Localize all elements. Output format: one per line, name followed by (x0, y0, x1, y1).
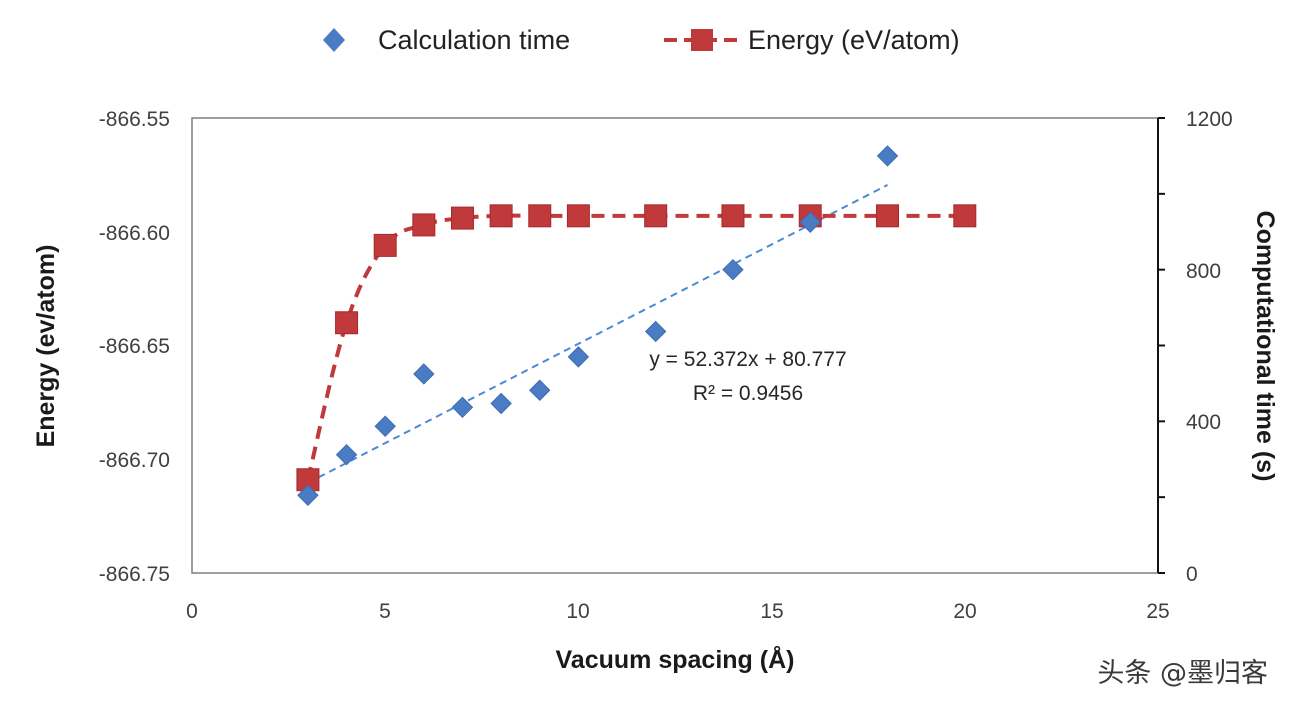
calculation-time-point (876, 145, 899, 167)
x-tick-label: 0 (186, 600, 198, 623)
legend-square-marker (691, 29, 713, 51)
plot-area (191, 117, 1159, 574)
x-tick-label: 25 (1146, 600, 1169, 623)
calculation-time-point (529, 379, 551, 401)
legend-label-calculation-time: Calculation time (378, 25, 570, 55)
energy-point (528, 204, 552, 228)
y-tick-label: -866.70 (99, 449, 170, 472)
x-tick-label: 20 (953, 600, 976, 623)
calculation-time-point (567, 346, 590, 368)
energy-point (876, 204, 900, 228)
trendline-layer (307, 184, 888, 484)
calculation-time-point (413, 363, 435, 385)
trendline-r-squared: R² = 0.9456 (693, 382, 803, 405)
x-tick-label: 10 (566, 600, 589, 623)
legend: Calculation time Energy (eV/atom) (323, 25, 960, 55)
y2-tick-label: 800 (1186, 260, 1221, 283)
energy-point (335, 311, 359, 335)
energy-point (953, 204, 977, 228)
y2-tick-label: 0 (1186, 563, 1198, 586)
trendline-equation: y = 52.372x + 80.777 (649, 348, 846, 371)
calculation-time-series (297, 145, 899, 506)
left-axis-tick-labels: -866.55 -866.60 -866.65 -866.70 -866.75 (99, 108, 170, 586)
calculation-time-point (490, 392, 512, 415)
trendline (307, 184, 888, 484)
right-axis-tick-labels: 1200 800 400 0 (1186, 108, 1233, 586)
right-axis-ticks (1158, 117, 1165, 574)
calculation-time-point (297, 484, 319, 506)
calculation-time-point (374, 415, 396, 437)
legend-label-energy: Energy (eV/atom) (748, 25, 960, 55)
y2-tick-label: 400 (1186, 411, 1221, 434)
x-tick-label: 5 (379, 600, 391, 623)
x-tick-label: 15 (760, 600, 783, 623)
energy-point (644, 204, 668, 228)
calculation-time-point (451, 396, 474, 419)
x-axis-title: Vacuum spacing (Å) (556, 645, 795, 674)
calculation-time-point (335, 443, 358, 466)
calculation-time-point (644, 320, 667, 343)
y-axis-title: Energy (ev/atom) (32, 245, 60, 448)
energy-point (721, 204, 745, 228)
energy-point (450, 206, 474, 230)
y-tick-label: -866.60 (99, 222, 170, 245)
y-tick-label: -866.55 (99, 108, 170, 131)
watermark-text: 头条 @墨归客 (1097, 658, 1268, 689)
energy-point (412, 213, 436, 237)
y-tick-label: -866.65 (99, 335, 170, 358)
calculation-time-point (799, 211, 821, 233)
energy-point (489, 204, 513, 228)
calculation-time-point (722, 258, 744, 281)
x-axis-tick-labels: 0 5 10 15 20 25 (186, 600, 1170, 623)
y-tick-label: -866.75 (99, 563, 170, 586)
y2-tick-label: 1200 (1186, 108, 1233, 131)
energy-point (566, 204, 590, 228)
legend-diamond-marker (323, 28, 345, 52)
y2-axis-title: Computational time (s) (1251, 211, 1279, 482)
energy-point (373, 233, 397, 257)
